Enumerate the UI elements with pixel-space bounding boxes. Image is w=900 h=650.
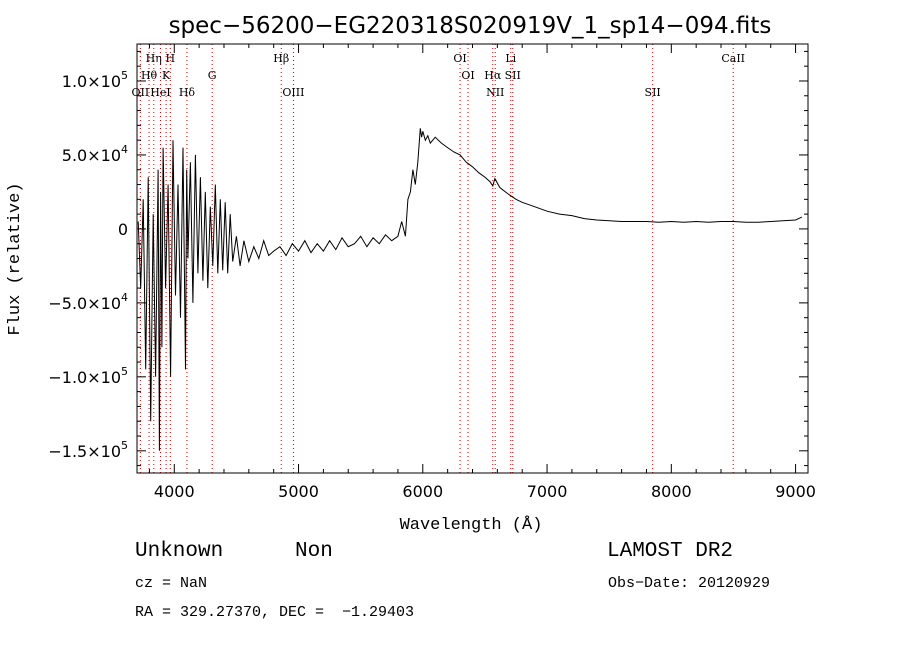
line-label-12: Hα bbox=[484, 69, 502, 82]
line-label-6: Hδ bbox=[179, 86, 196, 99]
line-label-11: OI bbox=[461, 69, 474, 82]
line-label-10: OI bbox=[453, 52, 466, 65]
obs-date-label: Obs−Date: 20120929 bbox=[608, 575, 771, 592]
line-label-7: G bbox=[208, 69, 217, 82]
cz-label: cz = NaN bbox=[135, 575, 208, 592]
line-label-16: SII bbox=[645, 86, 661, 99]
survey-label: LAMOST DR2 bbox=[607, 540, 734, 563]
spectrum-line bbox=[137, 128, 803, 451]
x-tick-label-0: 4000 bbox=[154, 482, 195, 501]
line-label-2: Hθ bbox=[141, 69, 158, 82]
x-tick-label-2: 6000 bbox=[402, 482, 443, 501]
line-label-14: Li bbox=[505, 52, 516, 65]
line-label-9: OIII bbox=[282, 86, 304, 99]
line-label-4: K bbox=[162, 69, 171, 82]
y-tick-label-5: −1.5×105 bbox=[48, 439, 128, 461]
y-tick-label-2: 0 bbox=[118, 220, 128, 239]
line-labels: OII Hη Hθ HK HeI Hδ G Hβ OIII OI OI Hα NII Li SII SII Ca… bbox=[131, 52, 745, 99]
line-markers bbox=[139, 44, 734, 473]
line-label-13: NII bbox=[486, 86, 504, 99]
line-label-1: Hη bbox=[146, 52, 162, 65]
line-label-17: CaII bbox=[721, 52, 745, 65]
chart-title: spec−56200−EG220318S020919V_1_sp14−094.f… bbox=[169, 13, 772, 39]
radec-label: RA = 329.27370, DEC = −1.29403 bbox=[135, 604, 415, 621]
y-axis-label: Flux (relative) bbox=[6, 182, 25, 335]
x-axis-label: Wavelength (Å) bbox=[400, 516, 543, 535]
plot-frame bbox=[136, 43, 809, 474]
line-label-0: OII bbox=[131, 86, 149, 99]
line-label-8: Hβ bbox=[273, 52, 289, 65]
x-tick-label-5: 9000 bbox=[775, 482, 816, 501]
x-tick-label-3: 7000 bbox=[527, 482, 568, 501]
line-label-3: H bbox=[166, 52, 176, 65]
x-tick-label-4: 8000 bbox=[651, 482, 692, 501]
x-tick-label-1: 5000 bbox=[278, 482, 319, 501]
subclass-label: Non bbox=[295, 540, 333, 563]
y-axis: 1.0×105 5.0×104 0 −5.0×104 −1.0×105 −1.5×105 bbox=[48, 50, 808, 467]
line-label-5: HeI bbox=[150, 86, 170, 99]
y-tick-label-1: 5.0×104 bbox=[62, 143, 128, 165]
y-tick-label-4: −1.0×105 bbox=[48, 365, 128, 387]
line-label-15: SII bbox=[505, 69, 521, 82]
y-tick-label-0: 1.0×105 bbox=[62, 69, 128, 91]
x-axis: 4000 5000 6000 7000 8000 9000 bbox=[148, 44, 816, 501]
class-label: Unknown bbox=[135, 540, 224, 563]
y-tick-label-3: −5.0×104 bbox=[48, 291, 128, 313]
